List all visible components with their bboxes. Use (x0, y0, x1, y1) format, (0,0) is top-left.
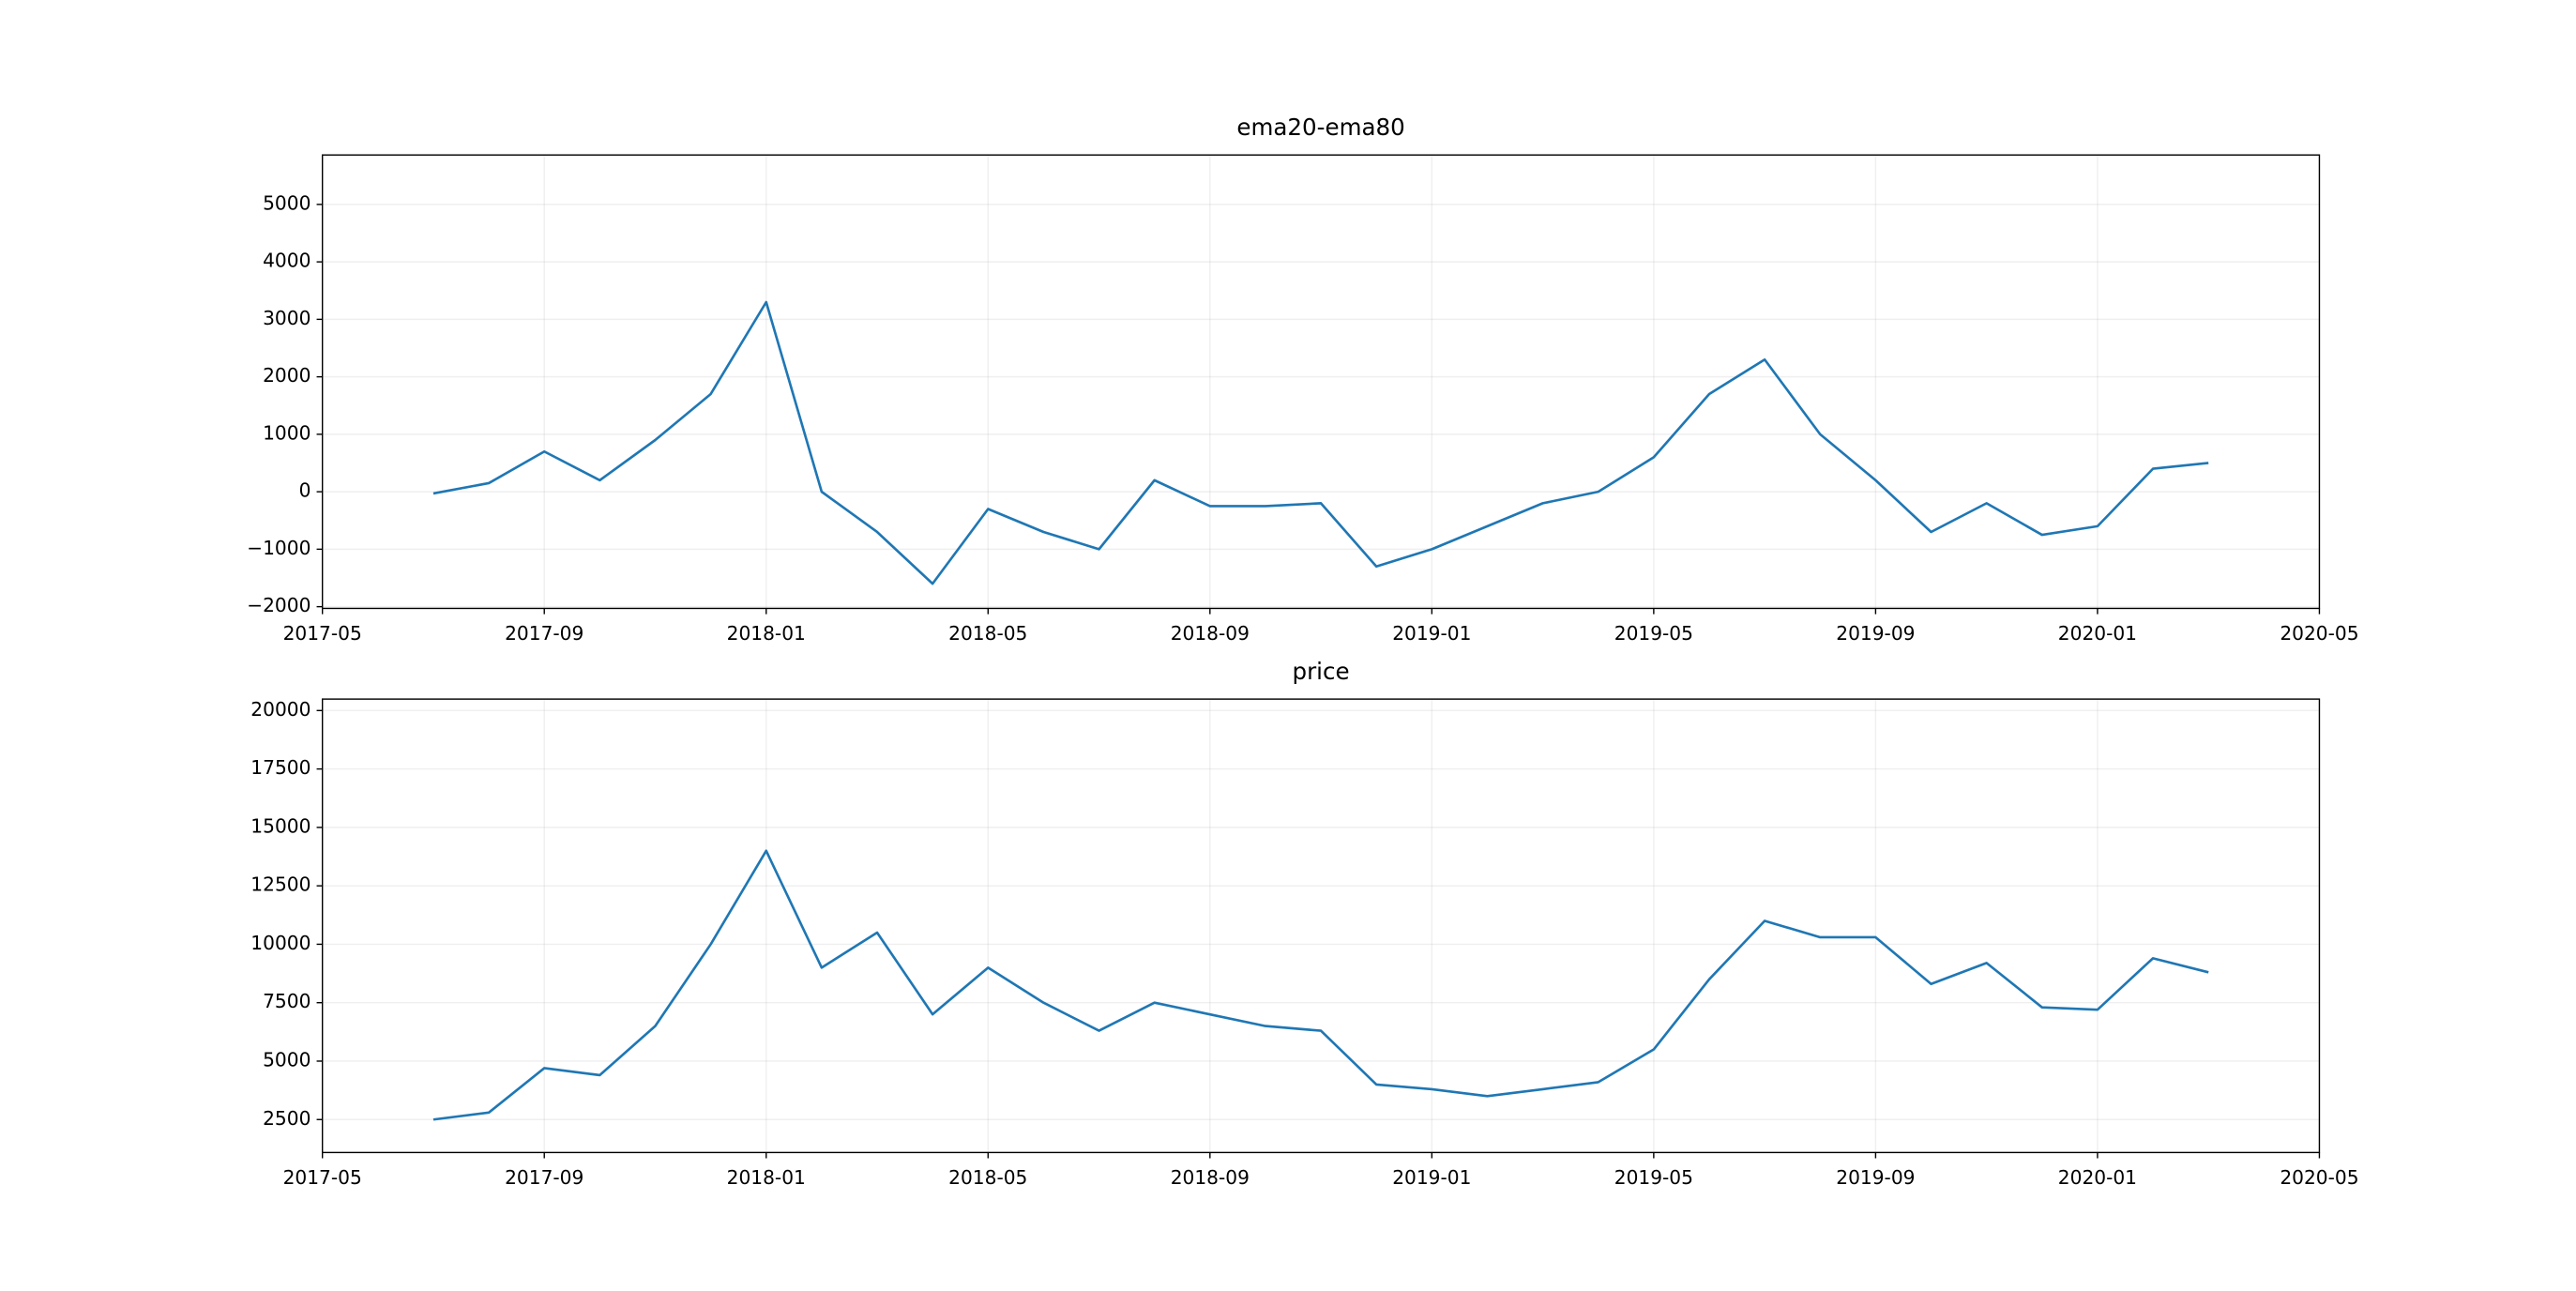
chart-title: price (1293, 658, 1350, 685)
x-tick-label: 2020-01 (2058, 622, 2137, 645)
y-tick-label: 3000 (263, 307, 311, 329)
x-tick-label: 2020-05 (2280, 622, 2358, 645)
y-tick-label: 2000 (263, 364, 311, 387)
x-tick-label: 2018-01 (727, 622, 806, 645)
plot-frame (321, 698, 2321, 1154)
y-tick-label: 5000 (263, 191, 311, 214)
y-tick-label: 0 (299, 479, 311, 502)
y-tick-label: 5000 (263, 1048, 311, 1071)
y-tick-label: 4000 (263, 250, 311, 272)
x-tick-label: 2017-09 (505, 1166, 583, 1189)
y-tick-label: 7500 (263, 990, 311, 1012)
y-tick-label: 17500 (250, 756, 311, 779)
y-tick-label: 2500 (263, 1107, 311, 1130)
x-tick-label: 2019-09 (1836, 1166, 1915, 1189)
data-line (432, 300, 2209, 585)
x-tick-label: 2017-05 (283, 1166, 362, 1189)
y-tick-label: 10000 (250, 932, 311, 954)
y-tick-label: 12500 (250, 873, 311, 896)
x-tick-label: 2019-05 (1614, 622, 1693, 645)
x-tick-label: 2018-09 (1171, 1166, 1250, 1189)
x-tick-label: 2019-01 (1392, 1166, 1471, 1189)
x-tick-label: 2018-01 (727, 1166, 806, 1189)
x-tick-label: 2018-09 (1171, 622, 1250, 645)
plot-frame (321, 154, 2321, 610)
chart-title: ema20-ema80 (1236, 114, 1404, 141)
x-tick-label: 2020-05 (2280, 1166, 2358, 1189)
x-tick-label: 2017-05 (283, 622, 362, 645)
x-tick-label: 2020-01 (2058, 1166, 2137, 1189)
x-tick-label: 2019-01 (1392, 622, 1471, 645)
y-tick-label: −1000 (247, 537, 311, 559)
x-tick-label: 2019-09 (1836, 622, 1915, 645)
data-line (432, 849, 2209, 1121)
y-tick-label: 15000 (250, 814, 311, 837)
x-tick-label: 2018-05 (948, 622, 1027, 645)
y-tick-label: −2000 (247, 594, 311, 616)
x-tick-label: 2018-05 (948, 1166, 1027, 1189)
y-tick-label: 1000 (263, 421, 311, 444)
y-tick-label: 20000 (250, 698, 311, 721)
x-tick-label: 2019-05 (1614, 1166, 1693, 1189)
x-tick-label: 2017-09 (505, 622, 583, 645)
